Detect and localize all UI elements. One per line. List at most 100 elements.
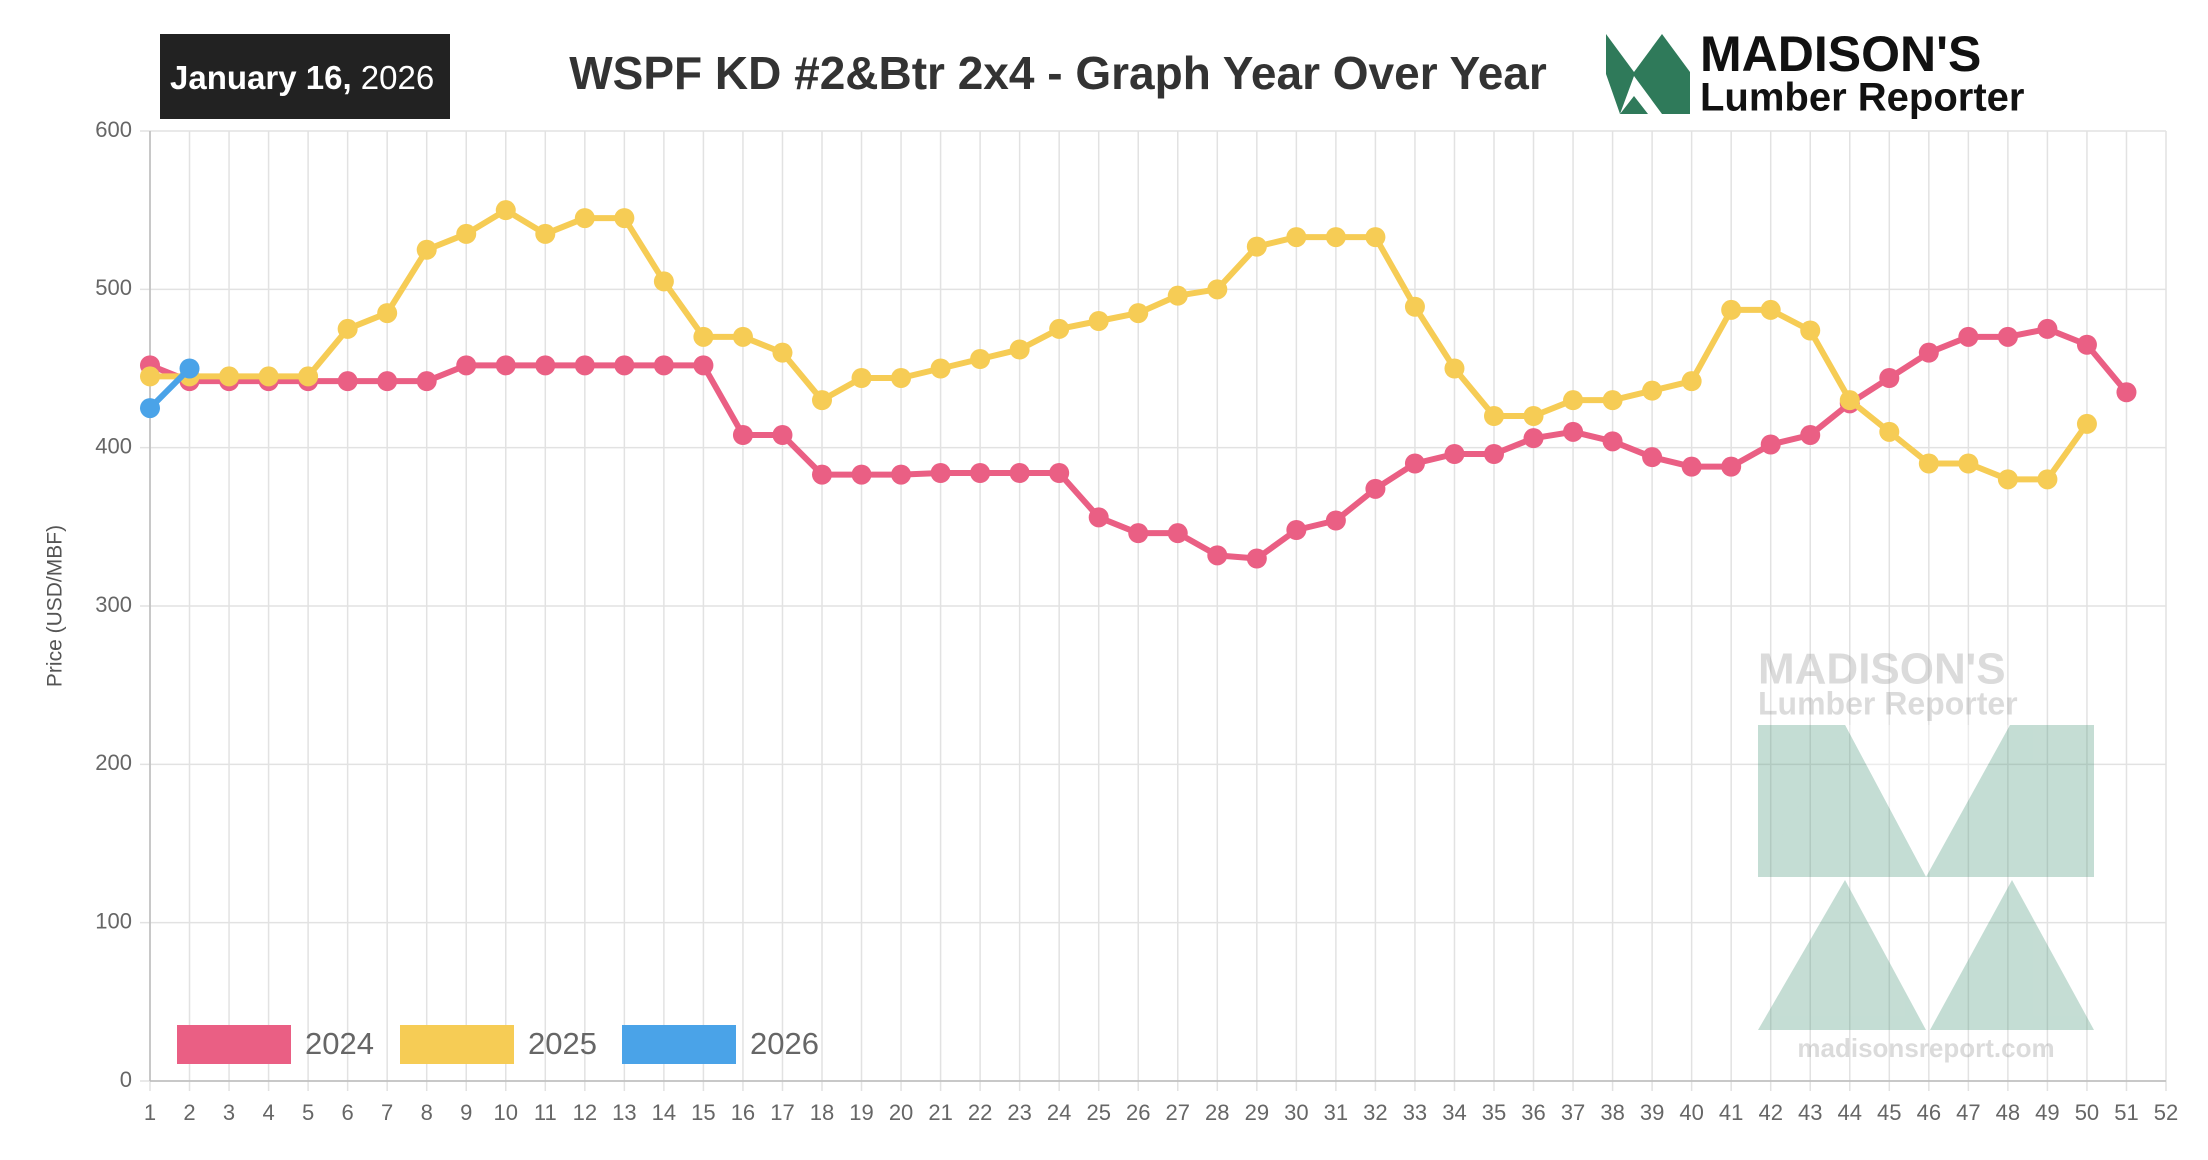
point (1563, 390, 1584, 411)
watermark-url: madisonsreport.com (1797, 1033, 2054, 1063)
point (1286, 227, 1307, 248)
x-tick-label: 49 (2035, 1100, 2059, 1125)
point (614, 208, 635, 229)
y-tick-label: 200 (95, 750, 132, 775)
point (298, 366, 319, 387)
legend-swatch (622, 1025, 736, 1064)
point (1404, 453, 1425, 474)
y-tick-label: 500 (95, 275, 132, 300)
point (1325, 227, 1346, 248)
date-badge-text: January 16, 2026 (170, 59, 434, 96)
point (970, 463, 991, 483)
point (1049, 463, 1070, 483)
x-tick-label: 28 (1205, 1100, 1229, 1125)
point (1009, 463, 1030, 483)
point (377, 371, 398, 392)
x-tick-label: 21 (928, 1100, 952, 1125)
x-tick-label: 31 (1324, 1100, 1348, 1125)
date-year: 2026 (361, 59, 434, 96)
y-tick-label: 0 (120, 1067, 132, 1092)
logo-shape (1606, 34, 1662, 72)
legend-label: 2024 (305, 1026, 374, 1061)
x-tick-label: 37 (1561, 1100, 1585, 1125)
x-tick-label: 25 (1086, 1100, 1110, 1125)
watermark: MADISON'S Lumber Reporter madisonsreport… (1758, 645, 2094, 1063)
y-tick-label: 100 (95, 908, 132, 933)
watermark-sub: Lumber Reporter (1758, 685, 2018, 721)
point (2076, 334, 2097, 355)
point (1997, 469, 2018, 490)
point (1049, 318, 1070, 339)
point (653, 355, 674, 376)
point (851, 368, 872, 388)
logo-shape (1662, 34, 1690, 72)
x-tick-label: 3 (223, 1100, 235, 1125)
point (495, 355, 516, 376)
point (732, 425, 753, 445)
point (219, 366, 240, 387)
point (456, 355, 477, 376)
point (851, 464, 872, 485)
x-tick-label: 10 (494, 1100, 518, 1125)
x-tick-label: 16 (731, 1100, 755, 1125)
point (1721, 456, 1742, 477)
x-tick-label: 13 (612, 1100, 636, 1125)
x-tick-label: 48 (1996, 1100, 2020, 1125)
point (140, 366, 160, 387)
point (416, 239, 437, 260)
point (574, 355, 595, 376)
watermark-shape (1845, 725, 2010, 877)
point (179, 358, 200, 379)
point (1642, 447, 1663, 468)
y-tick-label: 400 (95, 433, 132, 458)
point (1128, 523, 1149, 544)
x-tick-label: 19 (849, 1100, 873, 1125)
grid (140, 130, 2167, 1091)
point (1958, 453, 1979, 474)
point (574, 208, 595, 229)
x-tick-label: 35 (1482, 1100, 1506, 1125)
watermark-shape (1758, 725, 1926, 877)
x-tick-label: 29 (1245, 1100, 1269, 1125)
point (1286, 520, 1307, 540)
point (1839, 390, 1860, 411)
point (1760, 299, 1781, 320)
point (2037, 469, 2058, 490)
point (891, 464, 912, 485)
point (1681, 456, 1702, 477)
point (1365, 478, 1386, 499)
x-tick-label: 20 (889, 1100, 913, 1125)
point (416, 371, 437, 392)
x-tick-label: 51 (2114, 1100, 2138, 1125)
x-tick-label: 6 (342, 1100, 354, 1125)
point (1879, 421, 1900, 442)
x-tick-label: 14 (652, 1100, 676, 1125)
x-tick-label: 52 (2154, 1100, 2178, 1125)
point (1088, 507, 1109, 528)
point (812, 390, 832, 411)
series (140, 318, 2137, 569)
point (1207, 279, 1228, 300)
point (772, 342, 793, 363)
point (1523, 428, 1544, 449)
x-tick-label: 47 (1956, 1100, 1980, 1125)
point (891, 368, 912, 388)
point (1997, 326, 2018, 347)
point (1484, 406, 1504, 426)
x-tick-label: 2 (183, 1100, 195, 1125)
x-tick-label: 46 (1917, 1100, 1941, 1125)
x-tick-label: 45 (1877, 1100, 1901, 1125)
point (2116, 382, 2137, 403)
point (1602, 390, 1623, 411)
x-tick-label: 15 (691, 1100, 715, 1125)
point (1563, 421, 1584, 442)
watermark-shape (1930, 880, 2094, 1030)
point (535, 355, 556, 376)
x-tick-label: 41 (1719, 1100, 1743, 1125)
point (1918, 342, 1939, 363)
point (970, 349, 991, 369)
x-tick-label: 30 (1284, 1100, 1308, 1125)
x-tick-label: 11 (534, 1100, 557, 1125)
point (1167, 523, 1188, 544)
watermark-name: MADISON'S (1758, 645, 2006, 694)
